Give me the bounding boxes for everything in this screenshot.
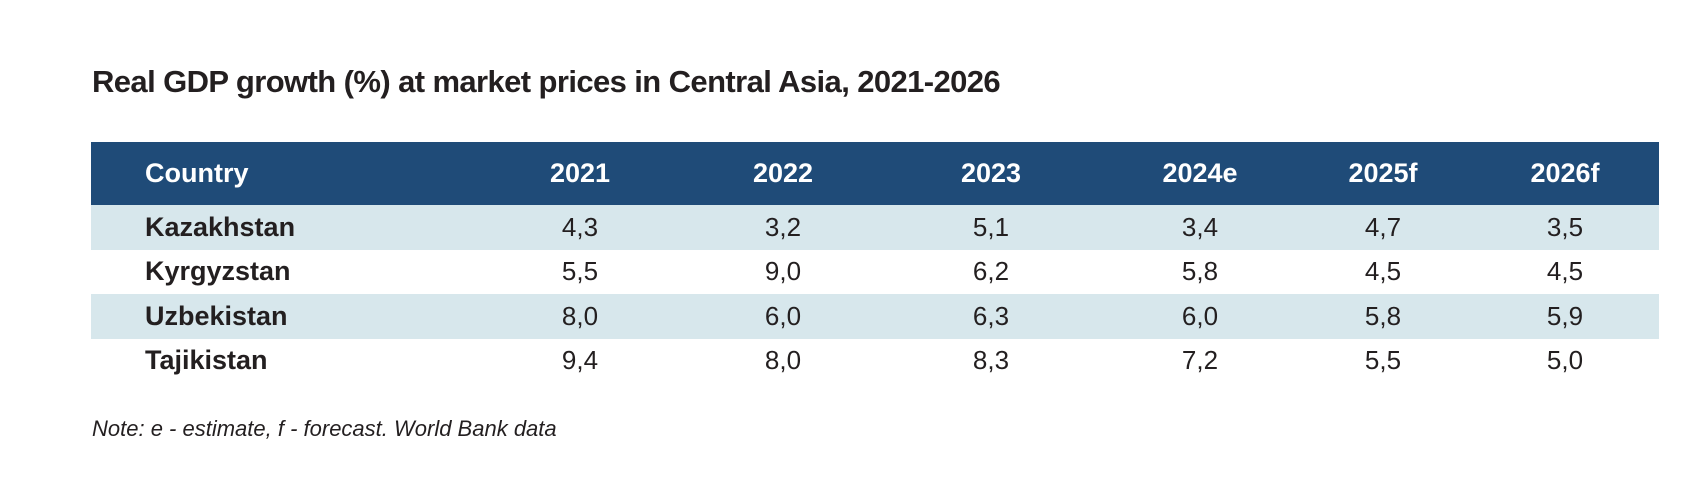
column-header-2023: 2023 (960, 158, 1022, 188)
value-cell: 9,0 (764, 256, 802, 287)
table-row-tajikistan: Tajikistan 9,4 8,0 8,3 7,2 5,5 5,0 (91, 339, 1659, 384)
value-cell: 9,4 (561, 345, 599, 376)
value-cell: 3,2 (764, 211, 802, 242)
value-cell: 6,0 (764, 300, 802, 331)
value-cell: 3,5 (1546, 211, 1584, 242)
value-cell: 4,5 (1364, 256, 1402, 287)
value-cell: 5,5 (561, 256, 599, 287)
column-header-country: Country (145, 158, 249, 188)
value-cell: 5,0 (1546, 345, 1584, 376)
table-title: Real GDP growth (%) at market prices in … (92, 64, 1001, 99)
value-cell: 6,3 (972, 300, 1010, 331)
value-cell: 6,0 (1181, 300, 1219, 331)
value-cell: 5,8 (1364, 300, 1402, 331)
country-cell: Tajikistan (145, 345, 268, 376)
column-header-2021: 2021 (549, 158, 611, 188)
column-header-2025f: 2025f (1348, 158, 1418, 188)
column-header-2022: 2022 (752, 158, 814, 188)
table-row-kazakhstan: Kazakhstan 4,3 3,2 5,1 3,4 4,7 3,5 (91, 205, 1659, 250)
table-row-uzbekistan: Uzbekistan 8,0 6,0 6,3 6,0 5,8 5,9 (91, 294, 1659, 339)
value-cell: 5,5 (1364, 345, 1402, 376)
value-cell: 4,5 (1546, 256, 1584, 287)
country-cell: Kazakhstan (145, 211, 296, 242)
value-cell: 3,4 (1181, 211, 1219, 242)
value-cell: 8,0 (561, 300, 599, 331)
value-cell: 7,2 (1181, 345, 1219, 376)
country-cell: Kyrgyzstan (145, 256, 291, 287)
value-cell: 5,9 (1546, 300, 1584, 331)
column-header-2026f: 2026f (1530, 158, 1600, 188)
gdp-growth-table: Country 2021 2022 2023 2024e 2025f 2026f… (91, 142, 1659, 383)
value-cell: 4,3 (561, 211, 599, 242)
table-row-kyrgyzstan: Kyrgyzstan 5,5 9,0 6,2 5,8 4,5 4,5 (91, 250, 1659, 295)
table-note: Note: e - estimate, f - forecast. World … (92, 416, 557, 441)
value-cell: 6,2 (972, 256, 1010, 287)
table-header-row: Country 2021 2022 2023 2024e 2025f 2026f (91, 142, 1659, 205)
country-cell: Uzbekistan (145, 300, 288, 331)
value-cell: 4,7 (1364, 211, 1402, 242)
value-cell: 8,3 (972, 345, 1010, 376)
value-cell: 5,8 (1181, 256, 1219, 287)
column-header-2024e: 2024e (1162, 158, 1238, 188)
value-cell: 5,1 (972, 211, 1010, 242)
value-cell: 8,0 (764, 345, 802, 376)
